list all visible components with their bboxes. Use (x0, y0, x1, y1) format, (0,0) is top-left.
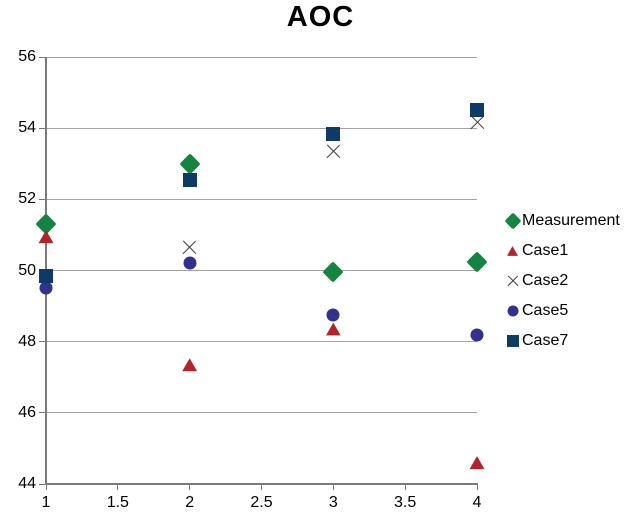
y-gridline (46, 127, 477, 129)
x-tick-mark (332, 484, 334, 490)
chart-title: AOC (286, 1, 355, 33)
case7-point (326, 126, 341, 141)
case1-point (38, 230, 54, 244)
x-tick-mark (117, 484, 119, 490)
y-tick-label: 56 (18, 48, 36, 65)
x-tick-mark (404, 484, 406, 490)
legend-item-case5: Case5 (503, 296, 620, 326)
x-tick-label: 2.5 (250, 494, 273, 511)
y-tick-label: 44 (18, 475, 36, 492)
y-tick-label: 54 (18, 119, 36, 137)
x-tick-label: 1.5 (106, 494, 129, 511)
case7-point (182, 172, 197, 187)
x-tick-mark (45, 484, 47, 490)
legend-label: Case2 (522, 272, 569, 289)
case5-point (183, 256, 197, 270)
x-tick-mark (476, 484, 478, 490)
y-tick-mark (39, 56, 46, 58)
case7-point (39, 268, 53, 283)
case5-point (326, 308, 340, 322)
case2-point (471, 116, 484, 129)
legend-label: Case7 (522, 332, 569, 349)
y-tick-mark (39, 412, 46, 414)
case7-square-icon (503, 326, 522, 356)
y-tick-label: 46 (18, 403, 36, 421)
legend-item-case1: Case1 (503, 236, 620, 266)
y-gridline (46, 270, 477, 271)
case2-point (327, 145, 340, 158)
y-gridline (46, 341, 477, 343)
y-tick-label: 52 (18, 190, 36, 208)
legend-item-measurement: Measurement (503, 206, 620, 236)
y-gridline (46, 412, 477, 414)
measurement-diamond-icon (503, 206, 522, 236)
legend-label: Measurement (522, 212, 620, 229)
case5-point (470, 328, 484, 342)
legend-item-case2: Case2 (503, 266, 620, 296)
square-icon (506, 335, 519, 347)
measurement-point (179, 153, 201, 175)
diamond-icon (504, 212, 521, 230)
case1-point (325, 322, 341, 336)
y-tick-mark (39, 198, 46, 200)
case2-point (183, 241, 196, 254)
y-tick-mark (39, 341, 46, 343)
case5-circle-icon (503, 296, 522, 326)
y-gridline (46, 56, 477, 58)
legend-item-case7: Case7 (503, 326, 620, 356)
x-icon (508, 276, 518, 286)
case7-point (470, 103, 484, 118)
y-tick-label: 50 (18, 261, 36, 279)
legend: Measurement Case1 Case2 Case5 Case7 (503, 206, 620, 356)
legend-label: Case1 (522, 242, 569, 259)
x-tick-label: 4 (472, 494, 482, 511)
x-tick-label: 2 (185, 494, 195, 511)
circle-icon (507, 305, 518, 317)
case1-point (182, 358, 198, 372)
measurement-point (322, 261, 344, 283)
case1-triangle-icon (503, 236, 522, 266)
y-gridline (46, 198, 477, 200)
case2-x-icon (503, 266, 522, 296)
case1-point (469, 456, 485, 470)
triangle-icon (507, 246, 518, 256)
x-tick-label: 3.5 (394, 494, 417, 511)
x-tick-label: 1 (41, 494, 51, 511)
case5-point (39, 281, 53, 295)
y-tick-label: 48 (18, 332, 36, 350)
y-tick-mark (39, 127, 46, 129)
x-tick-mark (189, 484, 191, 490)
x-tick-label: 3 (328, 494, 338, 511)
legend-label: Case5 (522, 302, 569, 319)
x-tick-mark (261, 484, 262, 490)
y-tick-mark (39, 483, 46, 485)
